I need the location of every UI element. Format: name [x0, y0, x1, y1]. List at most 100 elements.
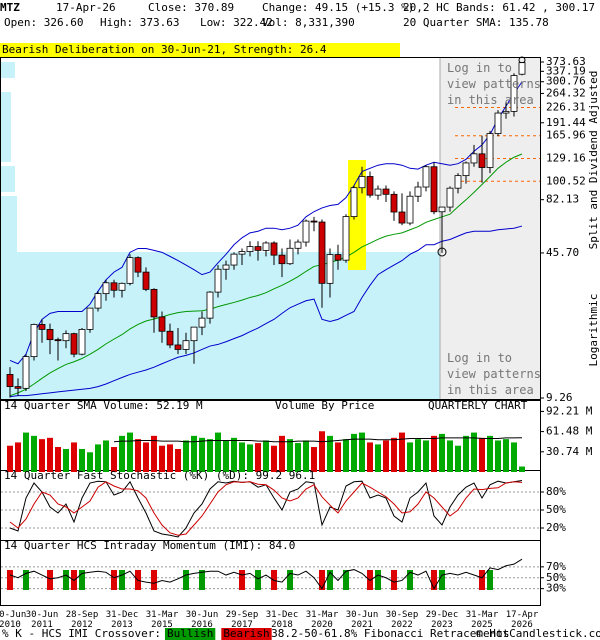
volume-bar: [119, 435, 125, 472]
candle-body: [230, 253, 238, 266]
volume-bar: [423, 440, 429, 472]
crossover-signal: [375, 570, 381, 590]
volume-bar: [175, 449, 181, 472]
y-tick-label: 9.26: [546, 391, 573, 404]
volume-bar: [287, 439, 293, 472]
y-tick-label: 50%: [546, 571, 566, 584]
indicator-line: [9, 479, 523, 538]
candle-body: [382, 188, 390, 195]
crossover-signal: [327, 570, 333, 590]
volume-bar: [359, 432, 365, 472]
x-tick-label: 30-Sep 2022: [385, 610, 419, 630]
candle-body: [30, 324, 38, 358]
candle-body: [454, 175, 462, 189]
volume-bar: [463, 435, 469, 472]
y-tick-label: 92.21 M: [546, 404, 593, 417]
volume-bar: [375, 444, 381, 472]
volume-by-price: [1, 62, 15, 78]
y-tick-label: 61.48 M: [546, 425, 593, 438]
candle-body: [390, 193, 398, 213]
candle-body: [478, 153, 486, 168]
y-tick-label: 30%: [546, 582, 566, 595]
crossover-signal: [7, 570, 13, 590]
fib-note: 23.6-38.2-50-61.8% Fibonacci Retracement…: [238, 627, 510, 640]
x-tick-label: 31-Mar 2025: [465, 610, 499, 630]
sma-line: [9, 153, 523, 397]
candle-body: [358, 176, 366, 189]
y-tick-label: 80%: [546, 485, 566, 498]
crossover-signal: [407, 570, 413, 590]
volume-bar: [63, 449, 69, 472]
y-tick-label: 50%: [546, 503, 566, 516]
volume-bar: [399, 432, 405, 472]
crossover-signal: [183, 570, 189, 590]
volume-bar: [31, 435, 37, 472]
crossover-signal: [479, 570, 485, 590]
crossover-signal: [487, 570, 493, 590]
volume-bar: [263, 440, 269, 472]
candle-body: [102, 282, 110, 295]
volume-bar: [383, 440, 389, 472]
volume-bar: [39, 439, 45, 472]
x-tick-label: 29-Sep 2017: [225, 610, 259, 630]
open: Open: 326.60: [4, 16, 83, 29]
indicator-line: [9, 481, 523, 536]
volume-by-price: [1, 196, 17, 252]
volume-bar: [7, 445, 13, 472]
candle-body: [174, 344, 182, 350]
x-tick-label: 31-Mar 2015: [145, 610, 179, 630]
candle-body: [70, 333, 78, 355]
candle-body: [350, 187, 358, 217]
y-tick-label: 300.76: [546, 75, 586, 88]
candle-body: [486, 133, 494, 168]
candle-body: [294, 241, 302, 249]
annotation: QUARTERLY CHART: [428, 399, 528, 412]
volume-bar: [519, 466, 525, 472]
volume-bar: [111, 447, 117, 472]
crossover-signal: [287, 570, 293, 590]
volume-bar: [503, 439, 509, 472]
candle-body: [198, 317, 206, 328]
candle-body: [206, 291, 214, 319]
candle-body: [518, 62, 526, 75]
volume-bar: [191, 435, 197, 472]
candle-body: [94, 293, 102, 309]
axis-label: Logarithmic: [587, 294, 600, 367]
close: Close: 370.89: [148, 1, 234, 14]
volume-bar: [487, 435, 493, 472]
volume-bar: [143, 442, 149, 472]
volume-bar: [95, 444, 101, 472]
crossover-signal: [151, 570, 157, 590]
x-tick-label: 30-Jun 2010: [0, 610, 27, 630]
y-tick-label: 30.74 M: [546, 445, 593, 458]
candle-body: [502, 110, 510, 114]
candle-body: [150, 288, 158, 318]
volume-bar: [47, 437, 53, 472]
fib-label: 100.52: [546, 174, 586, 187]
volume-bar: [319, 431, 325, 472]
volume-bar: [167, 444, 173, 472]
x-tick-label: 31-Dec 2013: [105, 610, 139, 630]
volume-bar: [495, 440, 501, 472]
crossover-signal: [47, 570, 53, 590]
crossover-signal: [391, 570, 397, 590]
x-tick-label: 31-Dec 2018: [265, 610, 299, 630]
candle-body: [110, 282, 118, 291]
x-tick-label: 28-Sep 2012: [65, 610, 99, 630]
candle-body: [254, 246, 262, 251]
y-tick-label: 337.19: [546, 64, 586, 77]
crossover-signal: [119, 570, 125, 590]
volume-bar: [199, 437, 205, 472]
candle-body: [62, 333, 70, 342]
annotation: Volume By Price: [275, 399, 374, 412]
symbol: MTZ: [0, 1, 20, 14]
x-tick-label: 30-Jun 2016: [185, 610, 219, 630]
candle-body: [302, 220, 310, 243]
y-tick-label: 191.44: [546, 116, 586, 129]
high: High: 373.63: [100, 16, 179, 29]
volume-bar: [327, 435, 333, 472]
crossover-signal: [23, 570, 29, 590]
volume-bar: [511, 442, 517, 472]
candle-body: [286, 247, 294, 265]
